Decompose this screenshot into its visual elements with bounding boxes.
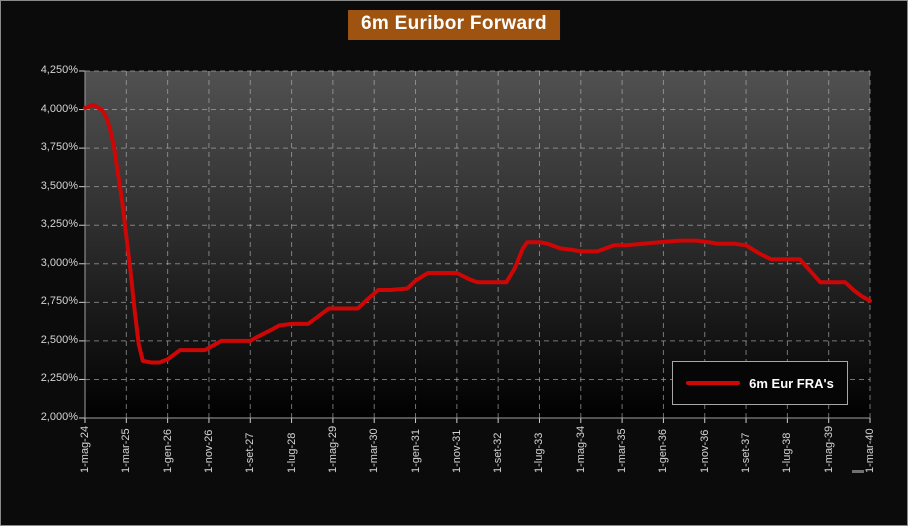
x-tick-label: 1-lug-33 (533, 432, 546, 473)
x-tick-label: 1-mar-40 (864, 428, 876, 473)
y-tick-label: 4,250% (40, 64, 78, 76)
x-tick-label: 1-mar-30 (368, 428, 381, 473)
legend-line-swatch (686, 381, 741, 385)
x-tick-label: 1-mar-35 (616, 428, 629, 473)
x-tick-label: 1-set-32 (492, 432, 505, 473)
x-tick-label: 1-gen-36 (657, 428, 670, 473)
x-tick-label: 1-gen-31 (409, 428, 422, 473)
x-tick-label: 1-nov-36 (698, 429, 711, 473)
x-tick-label: 1-mar-25 (120, 428, 133, 473)
x-tick-label: 1-nov-26 (202, 429, 215, 473)
x-tick-label: 1-nov-31 (450, 429, 463, 473)
x-tick-label: 1-set-27 (244, 432, 257, 473)
x-tick-label: 1-set-37 (740, 432, 753, 473)
screen-artifact (852, 470, 864, 473)
legend-series-label: 6m Eur FRA's (749, 375, 834, 391)
x-tick-label: 1-mag-24 (79, 425, 91, 473)
x-tick-label: 1-mag-34 (574, 425, 587, 473)
y-tick-label: 3,250% (40, 218, 78, 231)
x-tick-label: 1-gen-26 (161, 428, 174, 473)
y-tick-label: 2,500% (40, 333, 78, 346)
y-tick-label: 4,000% (40, 102, 78, 115)
x-tick-label: 1-lug-38 (781, 432, 794, 473)
x-tick-label: 1-mag-29 (326, 425, 339, 473)
y-tick-label: 3,750% (40, 141, 78, 154)
y-tick-label: 3,000% (40, 256, 78, 269)
y-tick-label: 2,750% (40, 295, 78, 308)
legend: 6m Eur FRA's (672, 361, 848, 405)
y-tick-label: 2,000% (40, 411, 78, 423)
series-line (83, 102, 872, 365)
x-tick-label: 1-mag-39 (822, 425, 835, 473)
chart-title: 6m Euribor Forward (348, 10, 560, 40)
x-tick-label: 1-lug-28 (285, 432, 298, 473)
y-axis-labels: 4,250% 4,000% 3,750% 3,500% 3,250% 3,000% 2,75… (1, 1, 78, 525)
y-tick-label: 3,500% (40, 179, 78, 192)
y-tick-label: 2,250% (40, 372, 78, 385)
